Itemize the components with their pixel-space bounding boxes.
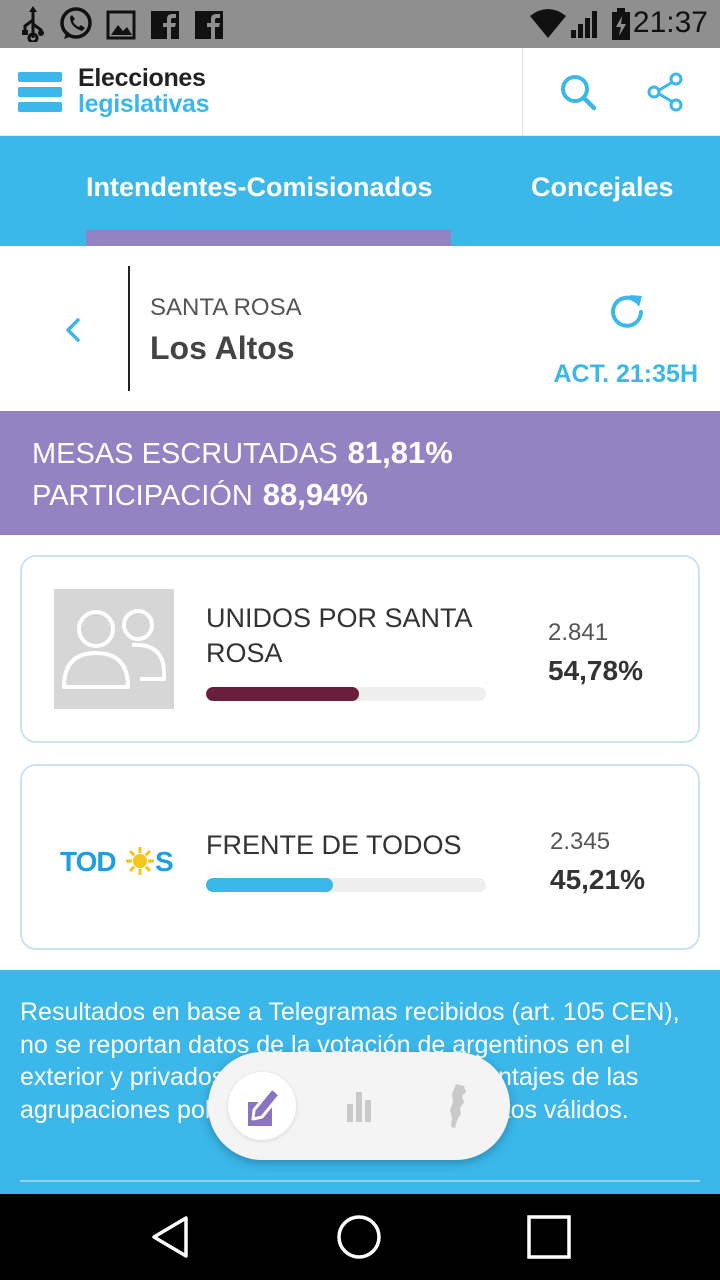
vote-share-fill <box>206 878 333 892</box>
todos-logo: TOD S <box>50 836 180 886</box>
participacion-label: PARTICIPACIÓN <box>32 480 253 512</box>
disclaimer-divider <box>20 1180 700 1182</box>
recents-square-icon[interactable] <box>524 1212 574 1262</box>
vote-share-fill <box>206 687 360 701</box>
battery-charging-icon <box>612 8 630 40</box>
back-triangle-icon[interactable] <box>146 1212 196 1262</box>
facebook-icon <box>151 11 179 39</box>
party-votes: 2.345 <box>550 828 611 855</box>
status-time: 21:37 <box>632 6 708 39</box>
logo-subtitle: legislativas <box>78 90 210 118</box>
bar-chart-icon <box>347 1092 371 1122</box>
facebook-icon <box>195 11 223 39</box>
mesas-escrutadas-row: MESAS ESCRUTADAS 81,81% <box>32 435 453 471</box>
status-bar: 21:37 <box>0 0 720 48</box>
tab-active-indicator <box>86 230 451 246</box>
party-name: FRENTE DE TODOS <box>206 830 462 860</box>
result-card[interactable]: UNIDOS POR SANTA ROSA 2.841 54,78% <box>20 555 700 743</box>
usb-icon <box>22 6 44 42</box>
party-votes: 2.841 <box>548 619 609 646</box>
refresh-icon[interactable] <box>606 290 650 334</box>
argentina-map-icon <box>450 1084 466 1128</box>
results-chart-button[interactable] <box>326 1072 394 1140</box>
location-name: Los Altos <box>150 330 295 366</box>
floating-nav <box>208 1052 510 1160</box>
user-group-placeholder-icon <box>54 589 174 709</box>
location-header: SANTA ROSA Los Altos ACT. 21:35H <box>0 246 720 411</box>
stats-panel: MESAS ESCRUTADAS 81,81% PARTICIPACIÓN 88,9… <box>0 411 720 535</box>
wifi-icon <box>530 9 566 38</box>
tab-previous[interactable]: s <box>0 172 1 203</box>
tab-concejales[interactable]: Concejales <box>531 172 674 202</box>
vote-ballot-icon <box>248 1086 282 1126</box>
last-update-label: ACT. 21:35H <box>553 360 699 388</box>
share-icon[interactable] <box>644 70 688 114</box>
chevron-left-icon[interactable] <box>56 312 92 348</box>
party-name: UNIDOS POR SANTA ROSA <box>206 603 472 668</box>
vote-share-bar <box>206 687 486 701</box>
home-circle-icon[interactable] <box>334 1212 384 1262</box>
tab-intendentes-comisionados[interactable]: Intendentes-Comisionados <box>86 172 433 202</box>
location-province: SANTA ROSA <box>150 294 302 321</box>
participacion-row: PARTICIPACIÓN 88,94% <box>32 477 368 513</box>
logo-title: Elecciones <box>78 64 206 92</box>
vote-ballot-button[interactable] <box>228 1072 296 1140</box>
whatsapp-icon <box>60 7 92 39</box>
party-percent: 45,21% <box>550 864 645 895</box>
logo-icon <box>18 72 62 112</box>
result-card[interactable]: TOD S FRENTE DE TODOS 2.345 45,21% <box>20 764 700 950</box>
app-header: Elecciones legislativas <box>0 48 720 136</box>
location-divider <box>128 266 130 391</box>
mesas-escrutadas-label: MESAS ESCRUTADAS <box>32 438 338 470</box>
map-button[interactable] <box>424 1072 492 1140</box>
party-percent: 54,78% <box>548 655 643 686</box>
header-divider <box>522 48 523 136</box>
participacion-value: 88,94% <box>262 477 368 512</box>
image-icon <box>106 10 136 40</box>
search-icon[interactable] <box>556 70 600 114</box>
todos-logo-text-left: TOD <box>60 846 116 877</box>
tabs-bar: s Intendentes-Comisionados Concejales <box>0 136 720 246</box>
android-nav-bar <box>0 1194 720 1280</box>
vote-share-bar <box>206 878 486 892</box>
todos-logo-text-right: S <box>155 846 174 877</box>
mesas-escrutadas-value: 81,81% <box>347 435 453 470</box>
signal-icon <box>571 11 597 38</box>
